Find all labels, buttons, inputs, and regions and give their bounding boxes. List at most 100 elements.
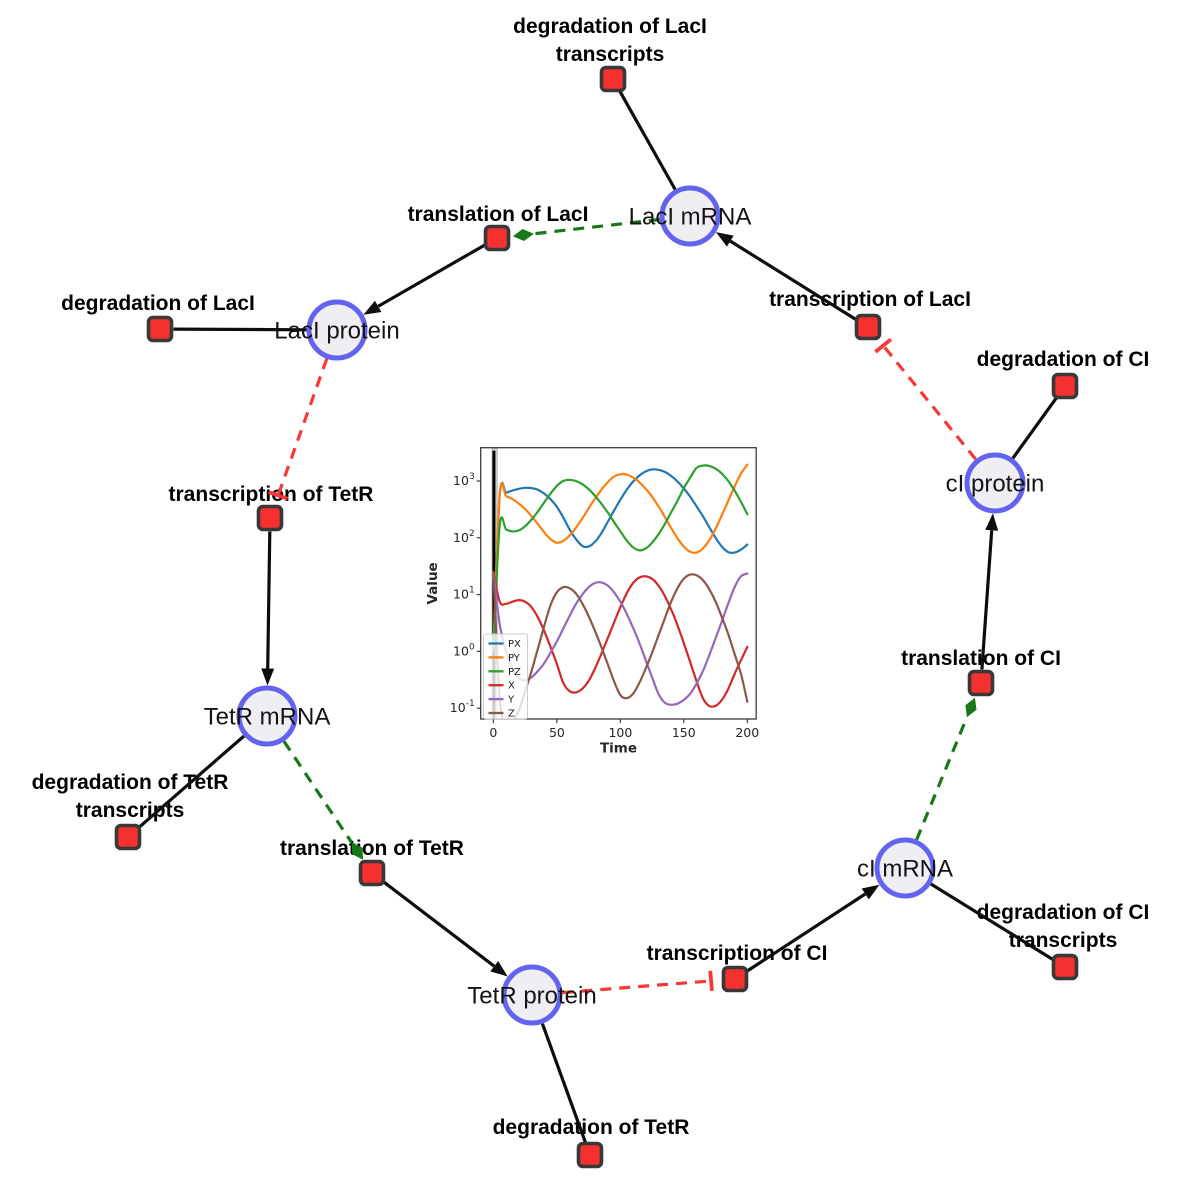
legend-label-PZ: PZ bbox=[508, 667, 521, 678]
plot-curves bbox=[492, 463, 749, 719]
reaction-label-transl-ci: translation of CI bbox=[901, 647, 1061, 670]
reaction-label-deg-laci: degradation of LacI bbox=[61, 292, 255, 315]
reaction-label-deg-ci: degradation of CI bbox=[977, 348, 1150, 371]
y-tick-label: 103 bbox=[453, 472, 475, 488]
reaction-node-transl-laci[interactable] bbox=[483, 224, 511, 252]
reaction-label-deg-tetr-tx: transcripts bbox=[76, 799, 185, 822]
reaction-node-tx-laci[interactable] bbox=[854, 313, 882, 341]
series-line-PZ bbox=[492, 464, 749, 653]
reaction-label-deg-laci-tx: transcripts bbox=[556, 43, 665, 66]
y-tick-label: 100 bbox=[453, 642, 475, 658]
edge-consumption-laci-mrna-to-deg-laci-tx bbox=[618, 90, 677, 191]
activation-diamond-icon bbox=[512, 229, 534, 241]
edge-consumption-ci-mrna-to-deg-ci-tx bbox=[930, 882, 1055, 962]
reaction-label-deg-ci-tx: degradation of CI bbox=[977, 901, 1150, 924]
species-node-laci-protein[interactable] bbox=[306, 299, 368, 361]
edge-consumption-tetr-protein-to-deg-tetr bbox=[540, 1023, 587, 1143]
species-label-ci-mrna: cI mRNA bbox=[857, 856, 953, 883]
reaction-label-deg-tetr: degradation of TetR bbox=[493, 1116, 690, 1139]
reaction-node-deg-laci[interactable] bbox=[146, 315, 174, 343]
activation-diamond-icon bbox=[965, 697, 977, 718]
species-node-ci-mrna[interactable] bbox=[874, 837, 936, 899]
x-tick-label: 200 bbox=[735, 725, 759, 740]
plot-frame bbox=[480, 447, 757, 720]
edge-production-transl-tetr-to-tetr-protein bbox=[381, 879, 496, 968]
species-node-ci-protein[interactable] bbox=[964, 452, 1026, 514]
reaction-label-deg-laci-tx: degradation of LacI bbox=[513, 15, 707, 38]
reaction-label-transl-tetr: translation of TetR bbox=[280, 837, 464, 860]
species-labels-layer: LacI mRNA LacI protein cI protein TetR mRNA… bbox=[204, 204, 1045, 1010]
edge-consumption-ci-protein-to-deg-ci bbox=[1011, 395, 1059, 460]
legend-label-Y: Y bbox=[507, 695, 515, 706]
species-node-tetr-protein[interactable] bbox=[501, 964, 563, 1026]
reaction-node-tx-tetr[interactable] bbox=[256, 504, 284, 532]
edge-inhibition-tetr-protein-to-tx-ci bbox=[562, 979, 712, 995]
species-label-laci-mrna: LacI mRNA bbox=[629, 204, 752, 231]
reaction-label-deg-ci-tx: transcripts bbox=[1009, 929, 1118, 952]
edge-activation-laci-mrna-to-transl-laci bbox=[533, 217, 660, 236]
arrowhead-icon bbox=[363, 300, 382, 315]
arrowhead-icon bbox=[490, 961, 508, 977]
x-tick-label: 100 bbox=[608, 725, 632, 740]
edges-layer bbox=[137, 90, 1059, 1143]
species-label-tetr-protein: TetR protein bbox=[467, 983, 596, 1010]
arrowhead-icon bbox=[861, 884, 880, 900]
reaction-node-transl-tetr[interactable] bbox=[358, 859, 386, 887]
inhibition-tbar-icon bbox=[708, 970, 714, 992]
species-node-laci-mrna[interactable] bbox=[659, 185, 721, 247]
edge-production-transl-laci-to-laci-protein bbox=[377, 243, 487, 308]
edge-production-tx-laci-to-laci-mrna bbox=[729, 239, 858, 322]
species-label-ci-protein: cI protein bbox=[946, 471, 1045, 498]
reaction-node-deg-tetr-tx[interactable] bbox=[114, 823, 142, 851]
reaction-labels-layer: degradation of LacI transcripts translatio… bbox=[32, 15, 1150, 1139]
species-node-tetr-mrna[interactable] bbox=[236, 685, 298, 747]
series-line-X bbox=[492, 570, 749, 708]
edge-production-tx-ci-to-ci-mrna bbox=[745, 892, 867, 973]
reaction-label-tx-ci: transcription of CI bbox=[647, 942, 828, 965]
nodes-layer bbox=[114, 65, 1079, 1169]
legend-box bbox=[483, 633, 528, 720]
time-series-plot: 0 50 100 150 20010310210110010-1TimeValuePXP… bbox=[425, 447, 759, 757]
x-tick-label: 0 bbox=[489, 725, 497, 740]
series-line-Z bbox=[492, 570, 749, 719]
y-tick-label: 102 bbox=[453, 529, 475, 545]
legend-label-X: X bbox=[508, 681, 515, 692]
series-line-PX bbox=[492, 468, 749, 653]
plot-x-axis-label: Time bbox=[600, 741, 637, 757]
series-line-Y bbox=[492, 570, 749, 706]
edge-production-transl-ci-to-ci-protein bbox=[980, 530, 994, 670]
legend-label-PX: PX bbox=[508, 639, 521, 650]
y-tick-label: 101 bbox=[453, 586, 475, 602]
reaction-node-deg-laci-tx[interactable] bbox=[599, 65, 627, 93]
reaction-node-deg-ci-tx[interactable] bbox=[1051, 953, 1079, 981]
y-tick-label: 10-1 bbox=[450, 699, 475, 715]
edge-inhibition-ci-protein-to-tx-laci bbox=[881, 344, 977, 461]
legend-label-Z: Z bbox=[508, 709, 515, 720]
species-label-laci-protein: LacI protein bbox=[274, 318, 399, 345]
edge-activation-tetr-mrna-to-transl-tetr bbox=[282, 740, 353, 844]
arrowhead-icon bbox=[261, 668, 275, 686]
species-label-tetr-mrna: TetR mRNA bbox=[204, 704, 331, 731]
reaction-label-deg-tetr-tx: degradation of TetR bbox=[32, 771, 229, 794]
edge-consumption-laci-protein-to-deg-laci bbox=[173, 327, 307, 332]
edge-activation-ci-mrna-to-transl-ci bbox=[915, 716, 969, 841]
plot-legend: PX PY PZ XYZ bbox=[483, 633, 528, 720]
reaction-node-tx-ci[interactable] bbox=[721, 965, 749, 993]
series-line-PY bbox=[492, 463, 749, 653]
reaction-node-deg-tetr[interactable] bbox=[576, 1141, 604, 1169]
reaction-label-transl-laci: translation of LacI bbox=[408, 203, 589, 226]
plot-y-axis-label: Value bbox=[425, 562, 441, 604]
inhibition-tbar-icon bbox=[874, 337, 893, 354]
x-tick-label: 50 bbox=[549, 725, 565, 740]
reaction-node-deg-ci[interactable] bbox=[1051, 372, 1079, 400]
edge-inhibition-laci-protein-to-tx-tetr bbox=[276, 358, 329, 496]
x-tick-label: 150 bbox=[672, 725, 696, 740]
reaction-label-tx-laci: transcription of LacI bbox=[769, 288, 971, 311]
arrowhead-icon bbox=[715, 232, 734, 247]
inhibition-tbar-icon bbox=[267, 490, 289, 501]
legend-label-PY: PY bbox=[508, 653, 521, 664]
arrowhead-icon bbox=[985, 513, 999, 531]
reaction-node-transl-ci[interactable] bbox=[967, 669, 995, 697]
edge-consumption-tetr-mrna-to-deg-tetr-tx bbox=[137, 734, 246, 830]
